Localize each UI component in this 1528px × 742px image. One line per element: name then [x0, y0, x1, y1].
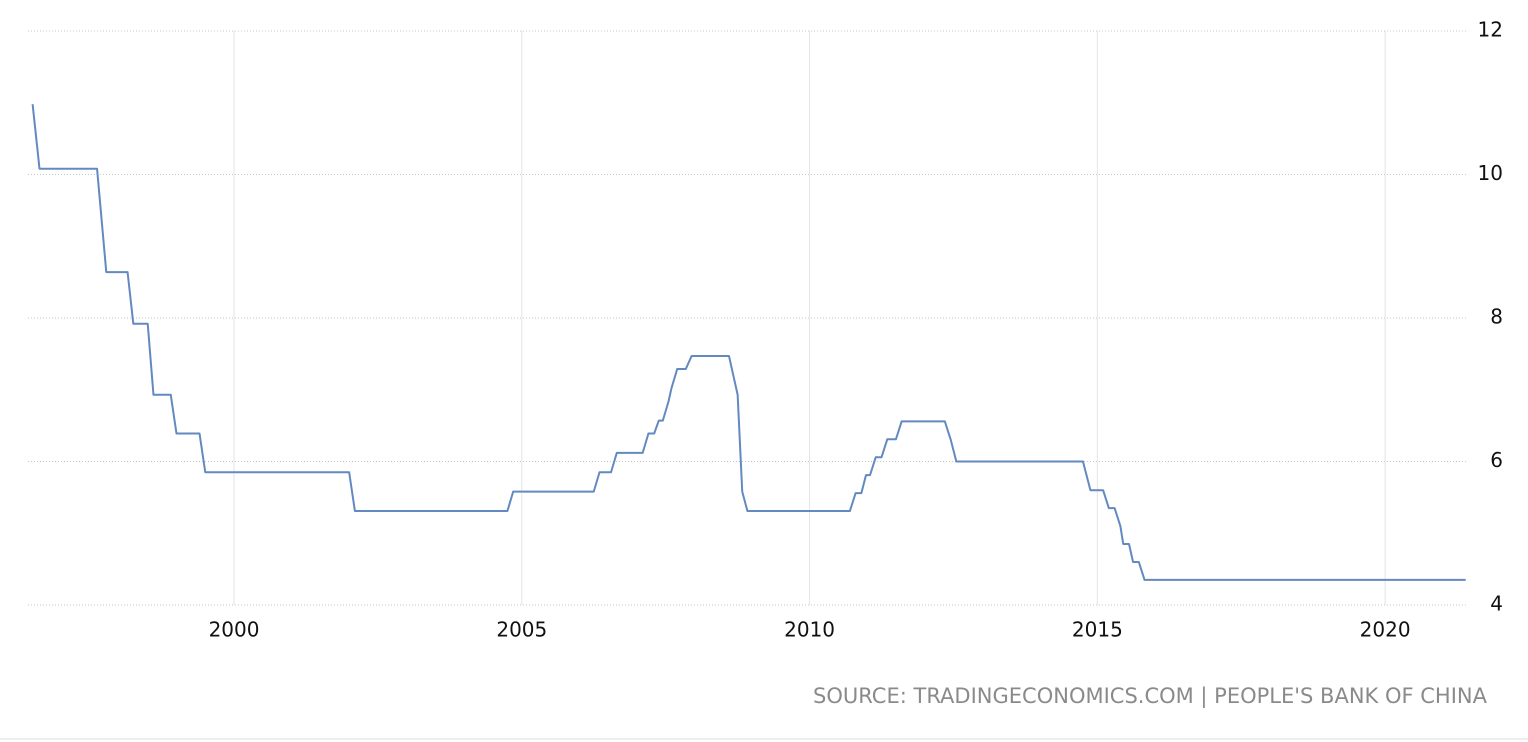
x-tick-label: 2020: [1360, 618, 1411, 642]
source-note: SOURCE: TRADINGECONOMICS.COM | PEOPLE'S …: [813, 684, 1488, 709]
data-line: [31, 104, 1466, 581]
x-tick-label: 2015: [1072, 618, 1123, 642]
y-tick-label: 10: [1478, 161, 1503, 185]
y-tick-label: 4: [1490, 592, 1503, 616]
x-tick-label: 2010: [784, 618, 835, 642]
y-tick-label: 12: [1478, 18, 1503, 42]
x-tick-label: 2000: [209, 618, 260, 642]
y-tick-label: 6: [1490, 448, 1503, 472]
y-tick-label: 8: [1490, 305, 1503, 329]
x-tick-label: 2005: [496, 618, 547, 642]
